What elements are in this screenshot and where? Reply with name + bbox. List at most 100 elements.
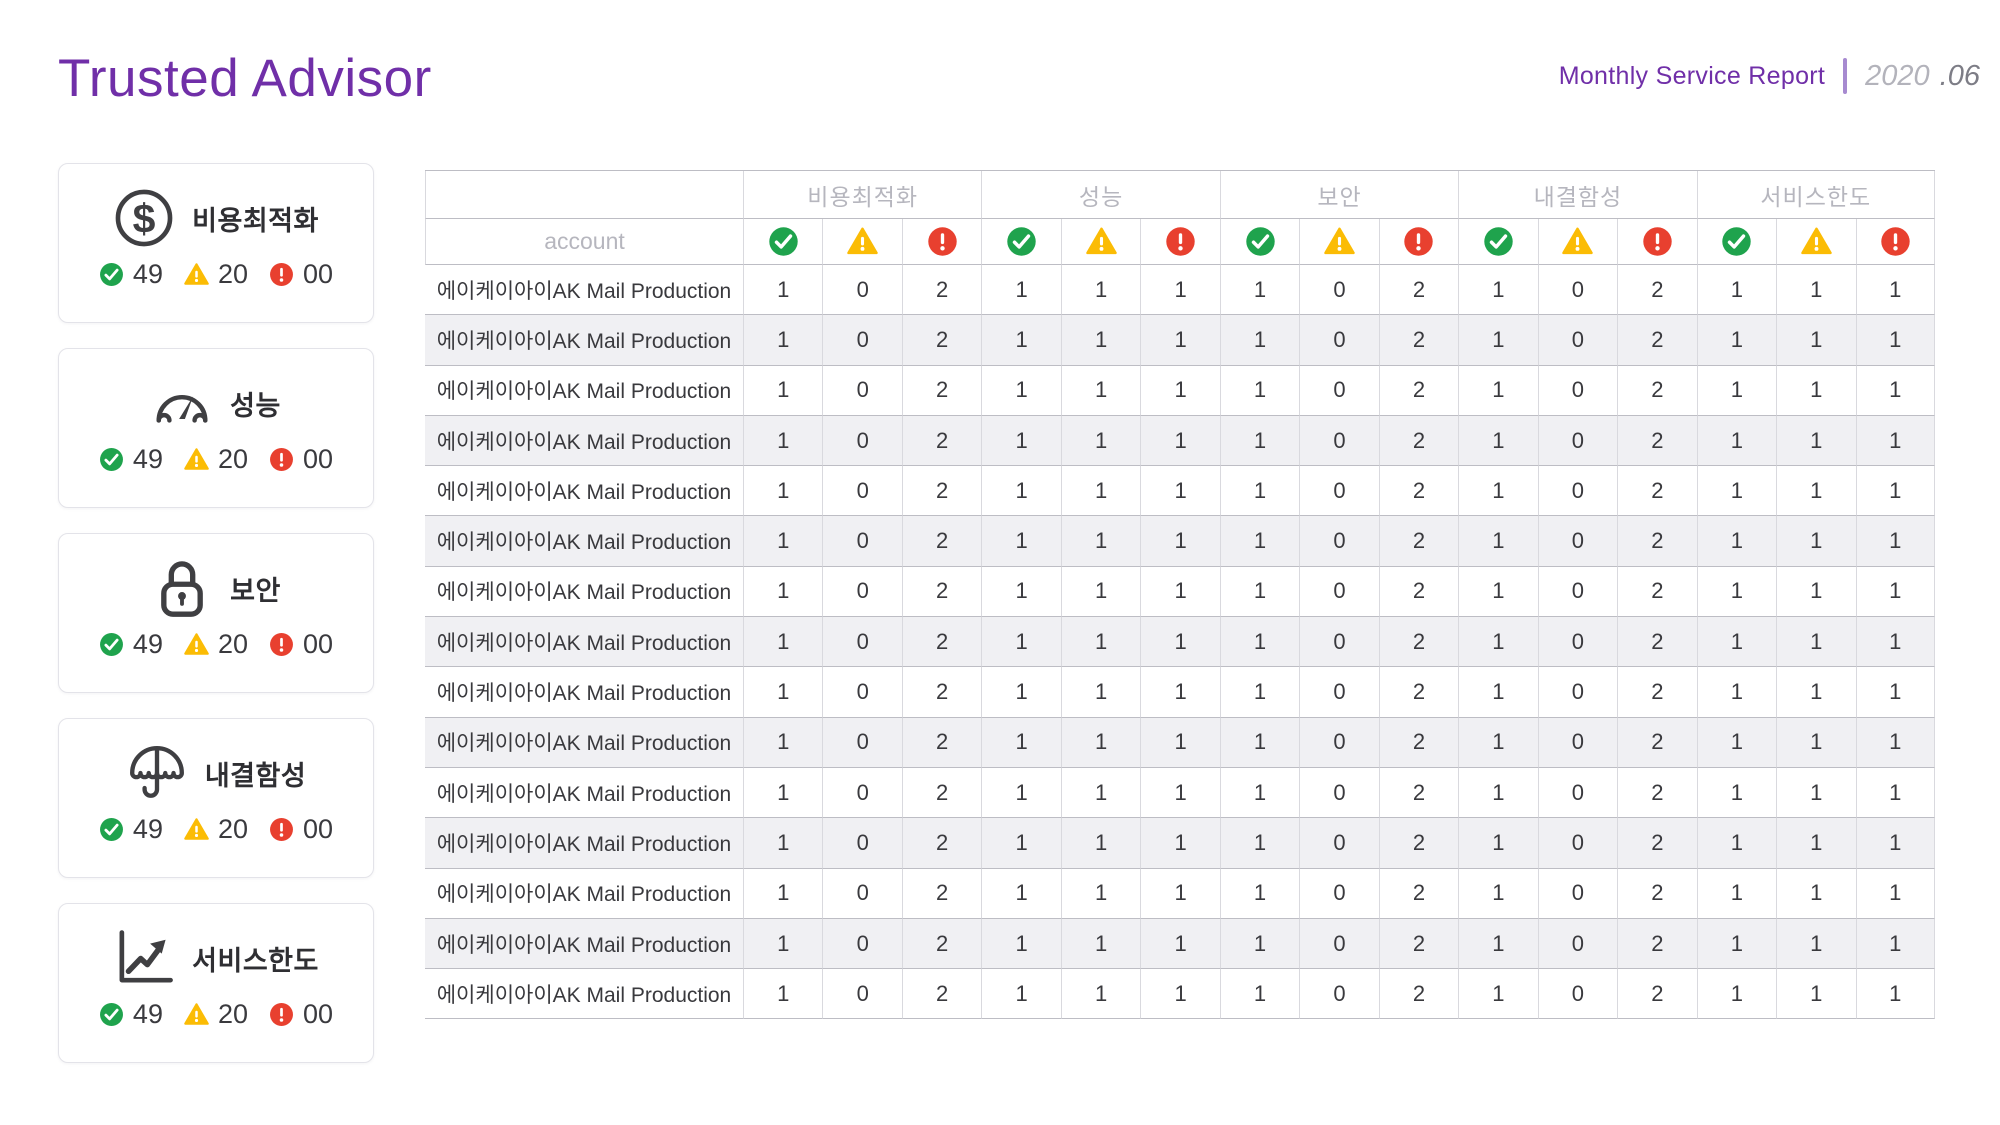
- status-header-cell: [1855, 219, 1935, 265]
- value-cell: 0: [1537, 617, 1618, 668]
- value-cell: 1: [1696, 818, 1777, 869]
- value-cell: 1: [743, 415, 823, 467]
- error-count: 00: [303, 259, 334, 289]
- check-circle-icon: [1721, 226, 1752, 257]
- value-cell: 2: [1378, 415, 1459, 467]
- value-cell: 1: [1219, 617, 1300, 668]
- value-cell: 1: [743, 667, 823, 718]
- value-cell: 2: [1617, 516, 1697, 567]
- error-stat: 00: [269, 814, 333, 845]
- meta-divider: [1843, 58, 1848, 94]
- value-cell: 2: [1617, 265, 1697, 316]
- value-cell: 1: [1696, 617, 1777, 668]
- value-cell: 0: [1537, 466, 1618, 517]
- summary-card-cost-optimization[interactable]: $ 비용최적화 49 20 00: [58, 163, 374, 323]
- value-cell: 1: [981, 767, 1061, 819]
- warn-count: 20: [217, 999, 249, 1029]
- value-cell: 1: [1776, 818, 1856, 869]
- value-cell: 0: [822, 516, 902, 567]
- status-header-cell: [1776, 219, 1856, 265]
- summary-card-performance[interactable]: 성능 49 20 00: [58, 348, 374, 508]
- value-cell: 2: [1378, 365, 1459, 416]
- value-cell: 1: [1776, 969, 1856, 1020]
- card-header: $ 비용최적화: [113, 186, 319, 250]
- value-cell: 0: [1537, 717, 1618, 768]
- account-cell: 에이케이아이AK Mail Production: [425, 265, 743, 316]
- ok-count: 49: [132, 444, 163, 474]
- value-cell: 2: [1378, 969, 1459, 1020]
- value-cell: 1: [1140, 767, 1220, 819]
- value-cell: 2: [901, 617, 982, 668]
- value-cell: 2: [1378, 466, 1459, 517]
- value-cell: 1: [1696, 415, 1777, 467]
- value-cell: 1: [1140, 566, 1220, 618]
- value-cell: 1: [1855, 818, 1935, 869]
- value-cell: 1: [1855, 365, 1935, 416]
- value-cell: 1: [1855, 466, 1935, 517]
- status-header-cell: [1537, 219, 1618, 265]
- value-cell: 1: [1140, 818, 1220, 869]
- value-cell: 2: [1617, 566, 1697, 618]
- account-cell: 에이케이아이AK Mail Production: [425, 717, 743, 768]
- value-cell: 1: [981, 265, 1061, 316]
- value-cell: 2: [1617, 466, 1697, 517]
- error-count: 00: [303, 814, 334, 844]
- value-cell: 1: [1696, 315, 1777, 366]
- value-cell: 1: [1219, 969, 1300, 1020]
- value-cell: 1: [1140, 667, 1220, 718]
- value-cell: 1: [1219, 365, 1300, 416]
- value-cell: 0: [1299, 868, 1379, 919]
- value-cell: 0: [822, 617, 902, 668]
- card-label: 내결함성: [204, 760, 307, 791]
- value-cell: 0: [1537, 265, 1618, 316]
- value-cell: 1: [1855, 667, 1935, 718]
- value-cell: 1: [1219, 818, 1300, 869]
- lock-icon: [151, 557, 213, 619]
- summary-card-fault-tolerance[interactable]: 내결함성 49 20 00: [58, 718, 374, 878]
- value-cell: 1: [743, 969, 823, 1020]
- value-cell: 1: [1458, 767, 1538, 819]
- value-cell: 1: [1458, 969, 1538, 1020]
- value-cell: 1: [1458, 365, 1538, 416]
- warn-stat: 20: [184, 814, 248, 845]
- value-cell: 0: [1299, 315, 1379, 366]
- ok-count: 49: [132, 629, 163, 659]
- value-cell: 0: [1299, 516, 1379, 567]
- value-cell: 1: [1696, 667, 1777, 718]
- value-cell: 1: [743, 315, 823, 366]
- value-cell: 1: [981, 315, 1061, 366]
- value-cell: 1: [1776, 566, 1856, 618]
- check-circle-icon: [1483, 226, 1514, 257]
- account-cell: 에이케이아이AK Mail Production: [425, 516, 743, 567]
- value-cell: 1: [1458, 818, 1538, 869]
- value-cell: 1: [1458, 918, 1538, 970]
- status-header-cell: [822, 219, 902, 265]
- value-cell: 2: [1617, 717, 1697, 768]
- svg-text:$: $: [133, 195, 156, 241]
- group-header-4: 서비스한도: [1696, 171, 1935, 219]
- value-cell: 1: [1855, 717, 1935, 768]
- value-cell: 1: [1696, 918, 1777, 970]
- report-meta: Monthly Service Report 2020 .06: [1559, 58, 1980, 94]
- value-cell: 0: [822, 969, 902, 1020]
- warn-stat: 20: [184, 259, 248, 290]
- report-label: Monthly Service Report: [1558, 61, 1826, 90]
- value-cell: 1: [1060, 415, 1141, 467]
- summary-card-service-limits[interactable]: 서비스한도 49 20 00: [58, 903, 374, 1063]
- ok-stat: 49: [99, 259, 163, 290]
- value-cell: 2: [901, 566, 982, 618]
- value-cell: 1: [743, 365, 823, 416]
- summary-card-security[interactable]: 보안 49 20 00: [58, 533, 374, 693]
- value-cell: 0: [1537, 415, 1618, 467]
- value-cell: 1: [1140, 617, 1220, 668]
- value-cell: 2: [1617, 918, 1697, 970]
- value-cell: 1: [1219, 415, 1300, 467]
- card-label: 성능: [230, 390, 281, 421]
- account-cell: 에이케이아이AK Mail Production: [425, 566, 743, 618]
- card-label: 서비스한도: [192, 945, 319, 976]
- account-cell: 에이케이아이AK Mail Production: [425, 415, 743, 467]
- error-count: 00: [303, 444, 334, 474]
- value-cell: 0: [1537, 566, 1618, 618]
- warning-triangle-icon: [1085, 226, 1117, 257]
